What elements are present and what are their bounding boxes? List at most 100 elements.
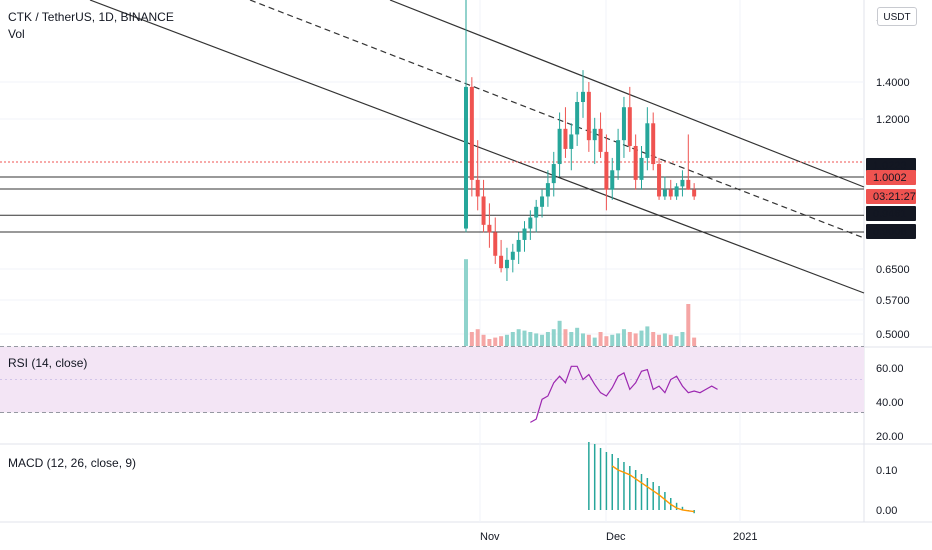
price-label-text: 1.0223 (873, 160, 907, 172)
price-label-box (866, 170, 916, 185)
macd-tick-label: 0.00 (876, 505, 897, 517)
volume-label: Vol (8, 27, 25, 41)
volume-bar (633, 333, 638, 346)
price-label-box (866, 224, 916, 239)
volume-bar (662, 333, 667, 346)
candle-body (680, 179, 685, 187)
price-tick-label: 1.4000 (876, 77, 910, 89)
candle-body (551, 164, 556, 184)
candle-body (469, 86, 474, 180)
candle-body (633, 145, 638, 180)
candle-body (522, 228, 527, 240)
volume-bar (575, 327, 580, 346)
price-label-text: 03:21:27 (873, 191, 916, 203)
candle-body (569, 134, 574, 149)
price-tick-label: 0.6500 (876, 264, 910, 276)
volume-bar (475, 329, 480, 346)
candle-body (662, 189, 667, 197)
volume-bar (499, 336, 504, 346)
currency-button[interactable]: USDT (877, 7, 917, 26)
price-label-text: 0.9008 (873, 226, 907, 238)
candle-body (639, 157, 644, 180)
candle-body (528, 217, 533, 229)
candle-body (610, 170, 615, 190)
price-tick-label: 1.2000 (876, 114, 910, 126)
candle-body (504, 259, 509, 269)
candle-body (510, 251, 515, 260)
candle-body (557, 128, 562, 165)
price-label-box (866, 189, 916, 204)
volume-bar (528, 332, 533, 346)
candle-body (586, 91, 591, 141)
candle-body (516, 239, 521, 252)
candle-body (481, 196, 486, 225)
candle-body (575, 102, 580, 135)
price-tick-label: 0.5000 (876, 329, 910, 341)
symbol-title: CTK / TetherUS, 1D, BINANCE (8, 10, 174, 24)
rsi-line (530, 365, 718, 423)
price-label-box (866, 158, 916, 173)
volume-bar (668, 334, 673, 346)
candle-body (545, 183, 550, 197)
volume-bar (692, 337, 697, 346)
price-tick-label: 0.5700 (876, 295, 910, 307)
volume-bar (651, 332, 656, 346)
macd-tick-label: 0.10 (876, 465, 897, 477)
volume-bar (586, 334, 591, 346)
volume-bar (540, 334, 545, 346)
candle-body (487, 224, 492, 233)
price-label-text: 0.9461 (873, 208, 907, 220)
candle-body (657, 164, 662, 197)
candle-body (645, 123, 650, 158)
candle-body (493, 232, 498, 256)
candle-body (540, 196, 545, 207)
volume-bar (469, 332, 474, 346)
volume-bar (522, 330, 527, 346)
volume-bar (674, 336, 679, 346)
volume-bar (534, 333, 539, 346)
volume-bar (510, 332, 515, 346)
volume-bar (604, 336, 609, 346)
volume-bar (557, 320, 562, 346)
candle-body (499, 255, 504, 269)
time-tick-label: 2021 (733, 531, 757, 543)
volume-bar (493, 337, 498, 346)
time-tick-label: Dec (606, 531, 626, 543)
candle-body (621, 107, 626, 141)
volume-bar (481, 334, 486, 346)
volume-bar (627, 332, 632, 346)
rsi-tick-label: 20.00 (876, 431, 904, 443)
candle-body (627, 107, 632, 146)
candle-body (581, 91, 585, 103)
volume-bar (592, 337, 597, 346)
candle-body (604, 151, 609, 190)
candle-body (598, 128, 603, 152)
volume-bar (545, 332, 550, 346)
price-label-box (866, 206, 916, 221)
volume-bar (516, 329, 521, 346)
trendline-lower (89, 0, 865, 294)
candle-body (592, 128, 597, 141)
candle-body (692, 189, 697, 197)
candle-body (616, 140, 621, 171)
volume-bar (639, 330, 644, 346)
volume-bar (598, 332, 603, 346)
volume-bar (504, 334, 509, 346)
rsi-tick-label: 40.00 (876, 397, 904, 409)
trendline-upper (389, 0, 865, 188)
candle-body (464, 86, 468, 229)
volume-bar (563, 329, 568, 346)
volume-bar (464, 259, 468, 346)
candle-body (563, 128, 568, 149)
volume-bar (610, 334, 615, 346)
rsi-label: RSI (14, close) (8, 356, 88, 370)
volume-bar (621, 329, 626, 346)
candle-body (674, 186, 679, 197)
volume-bar (680, 332, 685, 346)
candle-body (668, 189, 673, 197)
candle-body (534, 206, 539, 218)
rsi-tick-label: 60.00 (876, 363, 904, 375)
macd-signal-line (611, 465, 695, 513)
volume-bar (645, 326, 650, 346)
